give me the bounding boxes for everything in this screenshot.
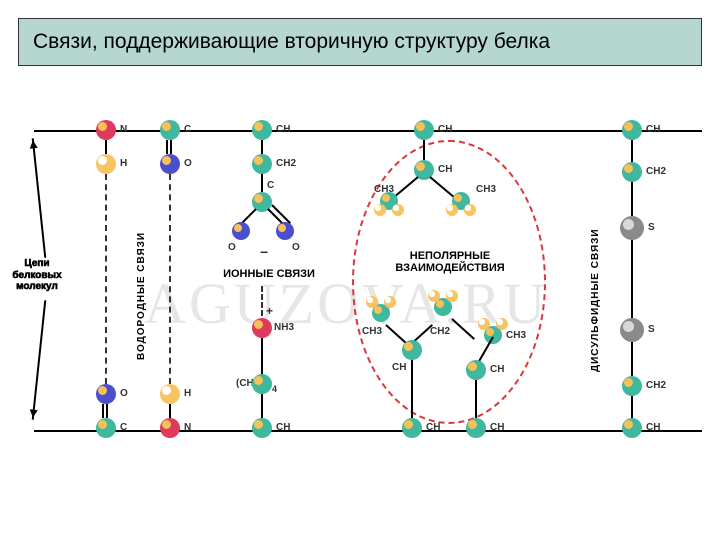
ds-t1l: CH: [646, 124, 660, 135]
bond: [105, 140, 107, 154]
nonpolar-oval: [352, 140, 546, 424]
title-text: Связи, поддерживающие вторичную структур…: [33, 30, 550, 54]
np-b3l: CH: [426, 422, 440, 433]
nonpolar-label: НЕПОЛЯРНЫЕ ВЗАИМОДЕЙСТВИЯ: [370, 250, 530, 274]
np-t1l: CH: [438, 124, 452, 135]
np-b1l: CH: [392, 362, 406, 373]
atom-O2: [160, 154, 180, 174]
ds-b2: [622, 418, 642, 438]
ds-s2: [631, 182, 633, 216]
atom-CH24a: [252, 374, 272, 394]
ds-sl2: S: [648, 324, 655, 335]
np-b2: [466, 360, 486, 380]
h-dash2: [169, 174, 171, 384]
atom-N: [96, 120, 116, 140]
i-s3: [261, 338, 263, 376]
backbone-bottom: [34, 430, 702, 432]
diagram-area: AGUZOVA.RU Цепи белковых молекул N H O C…: [34, 130, 702, 480]
np-t2l: CH: [438, 164, 452, 175]
bond2: [169, 404, 171, 418]
np-ch3-d: [434, 298, 452, 316]
lbl-four: 4: [272, 384, 277, 394]
lbl-CH2-i: CH2: [276, 158, 296, 169]
ds-s1: [631, 140, 633, 162]
np-ch3-bl: CH3: [476, 184, 496, 195]
atom-CHib: [252, 418, 272, 438]
ds-t1: [622, 120, 642, 140]
atom-Oi1: [232, 222, 250, 240]
lbl-C2: C: [184, 124, 191, 135]
i-dash: [261, 286, 263, 316]
np-s1: [423, 140, 425, 160]
h-dash: [105, 174, 107, 384]
lbl-H2: H: [184, 388, 191, 399]
ds-b2l: CH: [646, 422, 660, 433]
lbl-CH-i: CH: [276, 124, 290, 135]
lbl-Oi2: O: [292, 242, 300, 253]
ds-s5: [631, 396, 633, 418]
atom-O: [96, 384, 116, 404]
np-b1: [402, 340, 422, 360]
atom-CH2-i: [252, 154, 272, 174]
title-bar: Связи, поддерживающие вторичную структур…: [18, 18, 702, 66]
lbl-O: O: [120, 388, 128, 399]
atom-C2: [160, 120, 180, 140]
dbl2: [166, 140, 172, 154]
np-b4l: CH: [490, 422, 504, 433]
i-s2: [261, 174, 263, 192]
np-t1: [414, 120, 434, 140]
ds-s4: [631, 342, 633, 376]
lbl-plus: +: [266, 304, 273, 318]
atom-H: [96, 154, 116, 174]
ds-t2: [622, 162, 642, 182]
lbl-Oi1: O: [228, 242, 236, 253]
lbl-O2: O: [184, 158, 192, 169]
arrow-up: [32, 138, 47, 258]
disulfide-label: ДИСУЛЬФИДНЫЕ СВЯЗИ: [590, 192, 601, 372]
lbl-CHib: CH: [276, 422, 290, 433]
np-ch3-dl: CH2: [430, 326, 450, 337]
atom-N2: [160, 418, 180, 438]
chains-label: Цепи белковых молекул: [6, 258, 68, 293]
np-ch3-cl: CH3: [362, 326, 382, 337]
np-s2: [411, 360, 413, 418]
arrow-down: [32, 300, 47, 420]
np-ch3-b: [452, 192, 470, 210]
atom-H2: [160, 384, 180, 404]
ds-s-bot: [620, 318, 644, 342]
lbl-N: N: [120, 124, 127, 135]
ds-t2l: CH2: [646, 166, 666, 177]
i-s4: [261, 394, 263, 418]
np-b4: [466, 418, 486, 438]
ds-sl1: S: [648, 222, 655, 233]
np-b2l: CH: [490, 364, 504, 375]
lbl-NH3: NH3: [274, 322, 294, 333]
np-s3: [475, 380, 477, 418]
lbl-Ci: C: [267, 180, 274, 191]
np-ch3-e: [484, 326, 502, 344]
hydrogen-label: ВОДОРОДНЫЕ СВЯЗИ: [136, 200, 147, 360]
lbl-H: H: [120, 158, 127, 169]
i-s1: [261, 140, 263, 154]
ds-b1: [622, 376, 642, 396]
dbl: [102, 404, 108, 418]
ds-b1l: CH2: [646, 380, 666, 391]
lbl-N2: N: [184, 422, 191, 433]
np-ch3-c: [372, 304, 390, 322]
np-ch3-al: CH3: [374, 184, 394, 195]
ionic-label: ИОННЫЕ СВЯЗИ: [214, 268, 324, 280]
backbone-top: [34, 130, 702, 132]
ds-s-top: [620, 216, 644, 240]
atom-NH3: [252, 318, 272, 338]
atom-C: [96, 418, 116, 438]
lbl-C: C: [120, 422, 127, 433]
ds-s3: [631, 240, 633, 318]
lbl-minus: −: [260, 244, 268, 260]
atom-Oi2: [276, 222, 294, 240]
np-b3: [402, 418, 422, 438]
np-ch3-el: CH3: [506, 330, 526, 341]
atom-CH-i: [252, 120, 272, 140]
